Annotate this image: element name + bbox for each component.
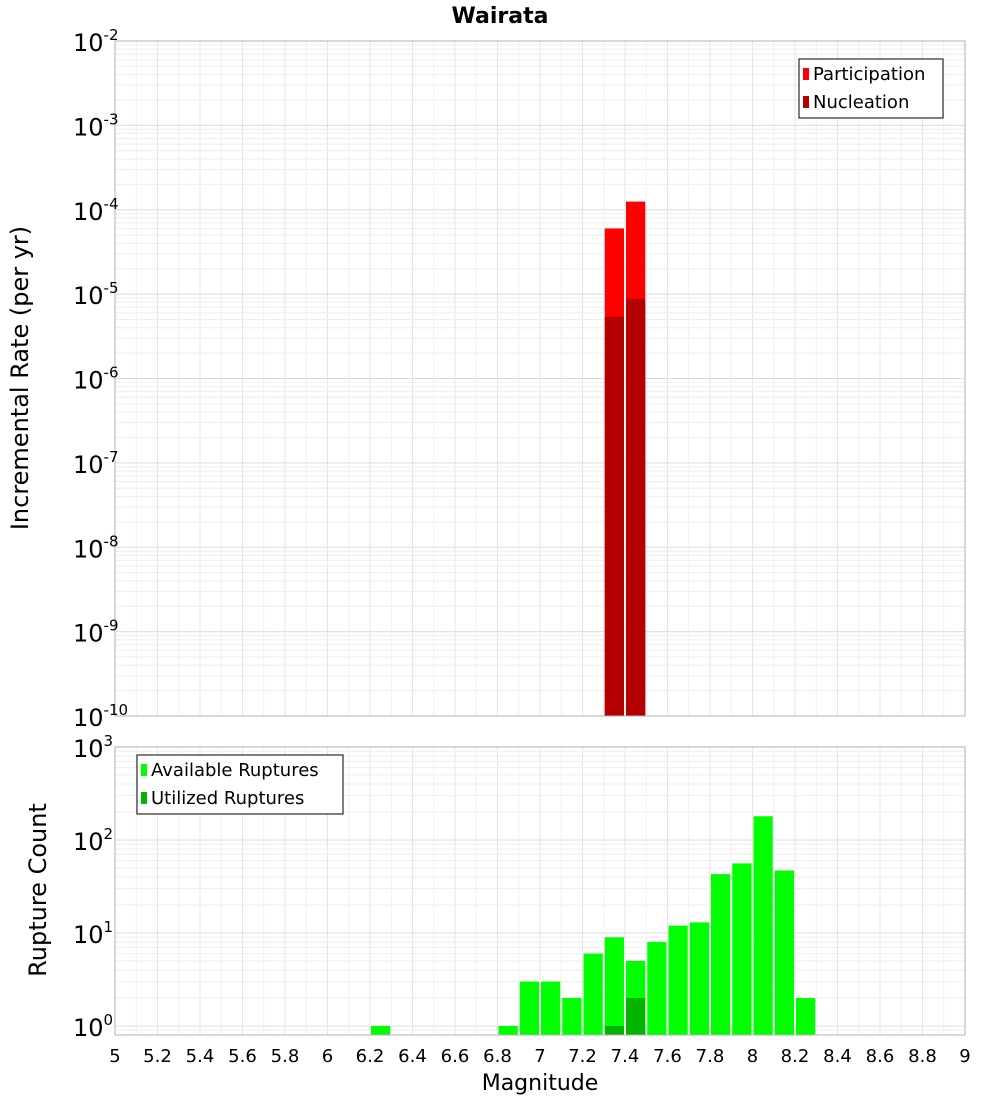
x-tick-label: 6.6	[441, 1046, 470, 1067]
legend-swatch	[803, 68, 809, 80]
x-tick-label: 7.8	[696, 1046, 725, 1067]
y-tick-label: 10-3	[73, 110, 119, 141]
bar	[732, 863, 752, 1035]
bottom-y-axis-label: Rupture Count	[24, 803, 52, 977]
x-tick-labels: 5 5.2 5.4 5.6 5.8 6 6.2 6.4 6.6 6.8 7 7.2 7.4 7.6 7.8 8…	[109, 1046, 970, 1067]
bar	[647, 942, 667, 1035]
y-tick-label: 10-9	[73, 617, 119, 648]
y-tick-label: 103	[73, 732, 113, 763]
bar	[668, 925, 688, 1035]
x-tick-label: 8.2	[781, 1046, 810, 1067]
bar	[796, 997, 816, 1035]
grid-0	[114, 41, 966, 717]
y-tick-label: 102	[73, 825, 113, 856]
bar	[541, 981, 561, 1035]
top-y-axis-label: Incremental Rate (per yr)	[6, 226, 34, 530]
bar	[583, 953, 603, 1035]
bar	[626, 997, 646, 1035]
bar	[774, 870, 794, 1035]
legend-label: Utilized Ruptures	[151, 788, 304, 809]
x-tick-label: 8.6	[866, 1046, 895, 1067]
chart-title: Wairata	[452, 4, 549, 29]
x-tick-label: 6	[322, 1046, 333, 1067]
y-tick-label: 10-4	[73, 195, 119, 226]
y-tick-labels-1: 100 101 102 103	[73, 732, 113, 1042]
x-tick-label: 8.4	[823, 1046, 852, 1067]
legend-label: Available Ruptures	[151, 760, 319, 781]
bar	[604, 316, 624, 716]
bar	[626, 298, 646, 716]
legend-swatch	[803, 96, 809, 108]
x-tick-label: 7.4	[611, 1046, 640, 1067]
y-tick-label: 10-10	[73, 701, 128, 732]
x-axis-label: Magnitude	[482, 1071, 599, 1096]
legend-swatch	[141, 764, 147, 776]
x-tick-label: 5.8	[271, 1046, 300, 1067]
x-tick-label: 5.2	[143, 1046, 172, 1067]
bar	[604, 1025, 624, 1035]
bar	[371, 1025, 391, 1035]
series-utilized-ruptures	[604, 997, 646, 1035]
legend-label: Nucleation	[813, 92, 909, 113]
y-tick-label: 10-6	[73, 364, 119, 395]
x-tick-label: 6.8	[483, 1046, 512, 1067]
plot-frame-0	[114, 40, 966, 717]
series-nucleation	[604, 298, 646, 716]
bar	[519, 981, 539, 1035]
plot-frame-1	[114, 746, 966, 1036]
bar	[711, 874, 731, 1035]
bar	[753, 816, 773, 1035]
y-tick-label: 10-5	[73, 279, 119, 310]
x-tick-label: 5.4	[186, 1046, 215, 1067]
legend-swatch	[141, 792, 147, 804]
x-tick-label: 7.2	[568, 1046, 597, 1067]
x-tick-label: 5	[109, 1046, 120, 1067]
bar	[689, 922, 709, 1035]
bar	[562, 997, 582, 1035]
y-tick-label: 10-2	[73, 26, 119, 57]
x-tick-label: 9	[959, 1046, 970, 1067]
y-tick-labels-0: 10-10 10-9 10-8 10-7 10-6 10-5 10-4 10-3 10-2	[73, 26, 128, 732]
legend-box	[798, 58, 944, 119]
legend-label: Participation	[813, 64, 925, 85]
y-tick-label: 100	[73, 1011, 113, 1042]
y-tick-label: 10-7	[73, 448, 119, 479]
y-tick-label: 101	[73, 918, 113, 949]
x-tick-label: 5.6	[228, 1046, 257, 1067]
x-tick-label: 6.4	[398, 1046, 427, 1067]
legend-0: Participation Nucleation	[798, 58, 944, 119]
x-tick-label: 8	[747, 1046, 758, 1067]
x-tick-label: 8.8	[908, 1046, 937, 1067]
y-tick-label: 10-8	[73, 532, 119, 563]
bar	[604, 937, 624, 1035]
x-tick-label: 6.2	[356, 1046, 385, 1067]
legend-1: Available Ruptures Utilized Ruptures	[136, 754, 344, 815]
x-tick-label: 7	[534, 1046, 545, 1067]
bar	[498, 1025, 518, 1035]
x-tick-label: 7.6	[653, 1046, 682, 1067]
legend-box	[136, 754, 344, 815]
